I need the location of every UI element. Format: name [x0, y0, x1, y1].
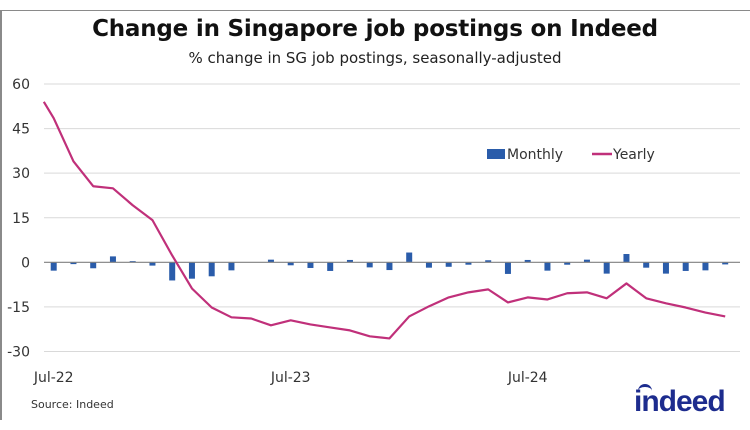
monthly-bar	[267, 259, 274, 263]
monthly-bar	[544, 262, 551, 271]
frame-left-border	[0, 10, 2, 420]
monthly-bar	[307, 262, 314, 268]
monthly-bar	[70, 262, 77, 265]
monthly-bar	[366, 262, 373, 268]
y-axis-ticks: 60 45 30 15 0 -15 -30	[7, 77, 30, 361]
y-tick-label: 30	[12, 166, 30, 182]
monthly-bar	[188, 262, 195, 279]
legend-swatch-monthly	[487, 149, 505, 159]
yearly-line	[42, 101, 726, 340]
monthly-bar	[702, 262, 709, 271]
monthly-bar	[662, 262, 669, 274]
y-tick-label: -15	[7, 300, 30, 316]
monthly-bar	[327, 262, 334, 271]
monthly-bar	[287, 262, 294, 266]
x-tick-label: Jul-23	[270, 370, 311, 386]
y-tick-label: 15	[12, 211, 30, 227]
gridlines	[44, 83, 740, 352]
monthly-bar	[346, 259, 353, 263]
y-tick-label: 0	[21, 255, 30, 271]
monthly-bar	[406, 252, 413, 263]
monthly-bars	[50, 252, 729, 281]
chart-title: Change in Singapore job postings on Inde…	[92, 16, 658, 42]
y-tick-label: 60	[12, 77, 30, 93]
y-tick-label: -30	[7, 345, 30, 361]
monthly-bar	[425, 262, 432, 268]
monthly-bar	[228, 262, 235, 271]
monthly-bar	[722, 262, 729, 265]
monthly-bar	[208, 262, 215, 277]
monthly-bar	[504, 262, 511, 274]
indeed-logo-arc	[638, 384, 652, 395]
source-note: Source: Indeed	[31, 398, 114, 411]
monthly-bar	[445, 262, 452, 267]
monthly-bar	[485, 260, 492, 263]
legend-label-yearly: Yearly	[612, 147, 655, 163]
chart-subtitle: % change in SG job postings, seasonally-…	[188, 49, 562, 67]
monthly-bar	[524, 259, 531, 263]
monthly-bar	[564, 262, 571, 265]
monthly-bar	[643, 262, 650, 268]
indeed-logo: indeed	[634, 385, 726, 418]
monthly-bar	[149, 262, 156, 266]
monthly-bar	[169, 262, 176, 281]
monthly-bar	[109, 256, 116, 263]
monthly-bar	[583, 259, 590, 263]
monthly-bar	[623, 254, 630, 263]
yearly-line-series	[42, 101, 726, 340]
x-tick-label: Jul-24	[507, 370, 548, 386]
monthly-bar	[50, 262, 57, 271]
x-tick-label: Jul-22	[33, 370, 74, 386]
monthly-bar	[682, 262, 689, 271]
monthly-bar	[90, 262, 97, 269]
y-tick-label: 45	[12, 122, 30, 138]
monthly-bar	[603, 262, 610, 274]
legend-label-monthly: Monthly	[507, 147, 563, 163]
monthly-bar	[386, 262, 393, 271]
frame-top-border	[0, 10, 750, 11]
x-axis-ticks: Jul-22 Jul-23 Jul-24	[33, 370, 548, 386]
legend: Monthly Yearly	[487, 147, 655, 163]
monthly-bar	[465, 262, 472, 265]
